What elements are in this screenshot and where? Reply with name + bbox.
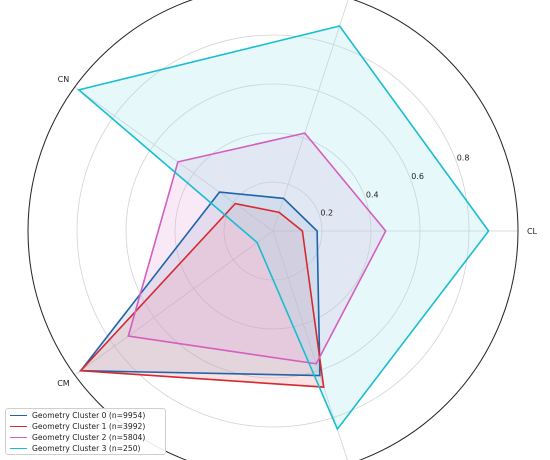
- spoke-cd: [272, 0, 349, 232]
- legend-label: Geometry Cluster 1 (n=3992): [32, 422, 146, 431]
- tick-label: 0.2: [320, 209, 333, 218]
- legend-swatch: [10, 415, 27, 416]
- series-area-0: [80, 192, 320, 376]
- axis-label-cm: CM: [57, 379, 70, 388]
- legend-item-cluster-1: Geometry Cluster 1 (n=3992): [10, 421, 161, 432]
- label-layer: 0.20.40.60.8CLCDCNCMCA: [57, 75, 538, 388]
- axis-label-cl: CL: [527, 227, 538, 236]
- tick-label: 0.4: [366, 190, 379, 199]
- legend-label: Geometry Cluster 3 (n=250): [32, 444, 141, 453]
- legend-item-cluster-3: Geometry Cluster 3 (n=250): [10, 443, 161, 454]
- legend-label: Geometry Cluster 2 (n=5804): [32, 433, 146, 442]
- legend-swatch: [10, 448, 27, 449]
- legend-item-cluster-0: Geometry Cluster 0 (n=9954): [10, 410, 161, 421]
- legend-label: Geometry Cluster 0 (n=9954): [32, 411, 146, 420]
- series-line-2: [127, 132, 387, 365]
- series-line-3: [77, 25, 490, 431]
- series-layer: [77, 25, 490, 431]
- legend-swatch: [10, 426, 27, 427]
- legend: Geometry Cluster 0 (n=9954) Geometry Clu…: [5, 408, 166, 455]
- spoke-cm: [74, 230, 274, 376]
- outer-frame: [27, 0, 519, 460]
- legend-swatch: [10, 437, 27, 438]
- legend-item-cluster-2: Geometry Cluster 2 (n=5804): [10, 432, 161, 443]
- axis-label-cn: CN: [58, 75, 70, 84]
- series-area-3: [78, 26, 489, 430]
- tick-label: 0.8: [457, 154, 470, 163]
- series-area-1: [80, 203, 324, 388]
- tick-label: 0.6: [411, 172, 424, 181]
- series-line-1: [78, 202, 325, 388]
- spoke-cn: [74, 86, 274, 232]
- series-area-2: [128, 133, 386, 364]
